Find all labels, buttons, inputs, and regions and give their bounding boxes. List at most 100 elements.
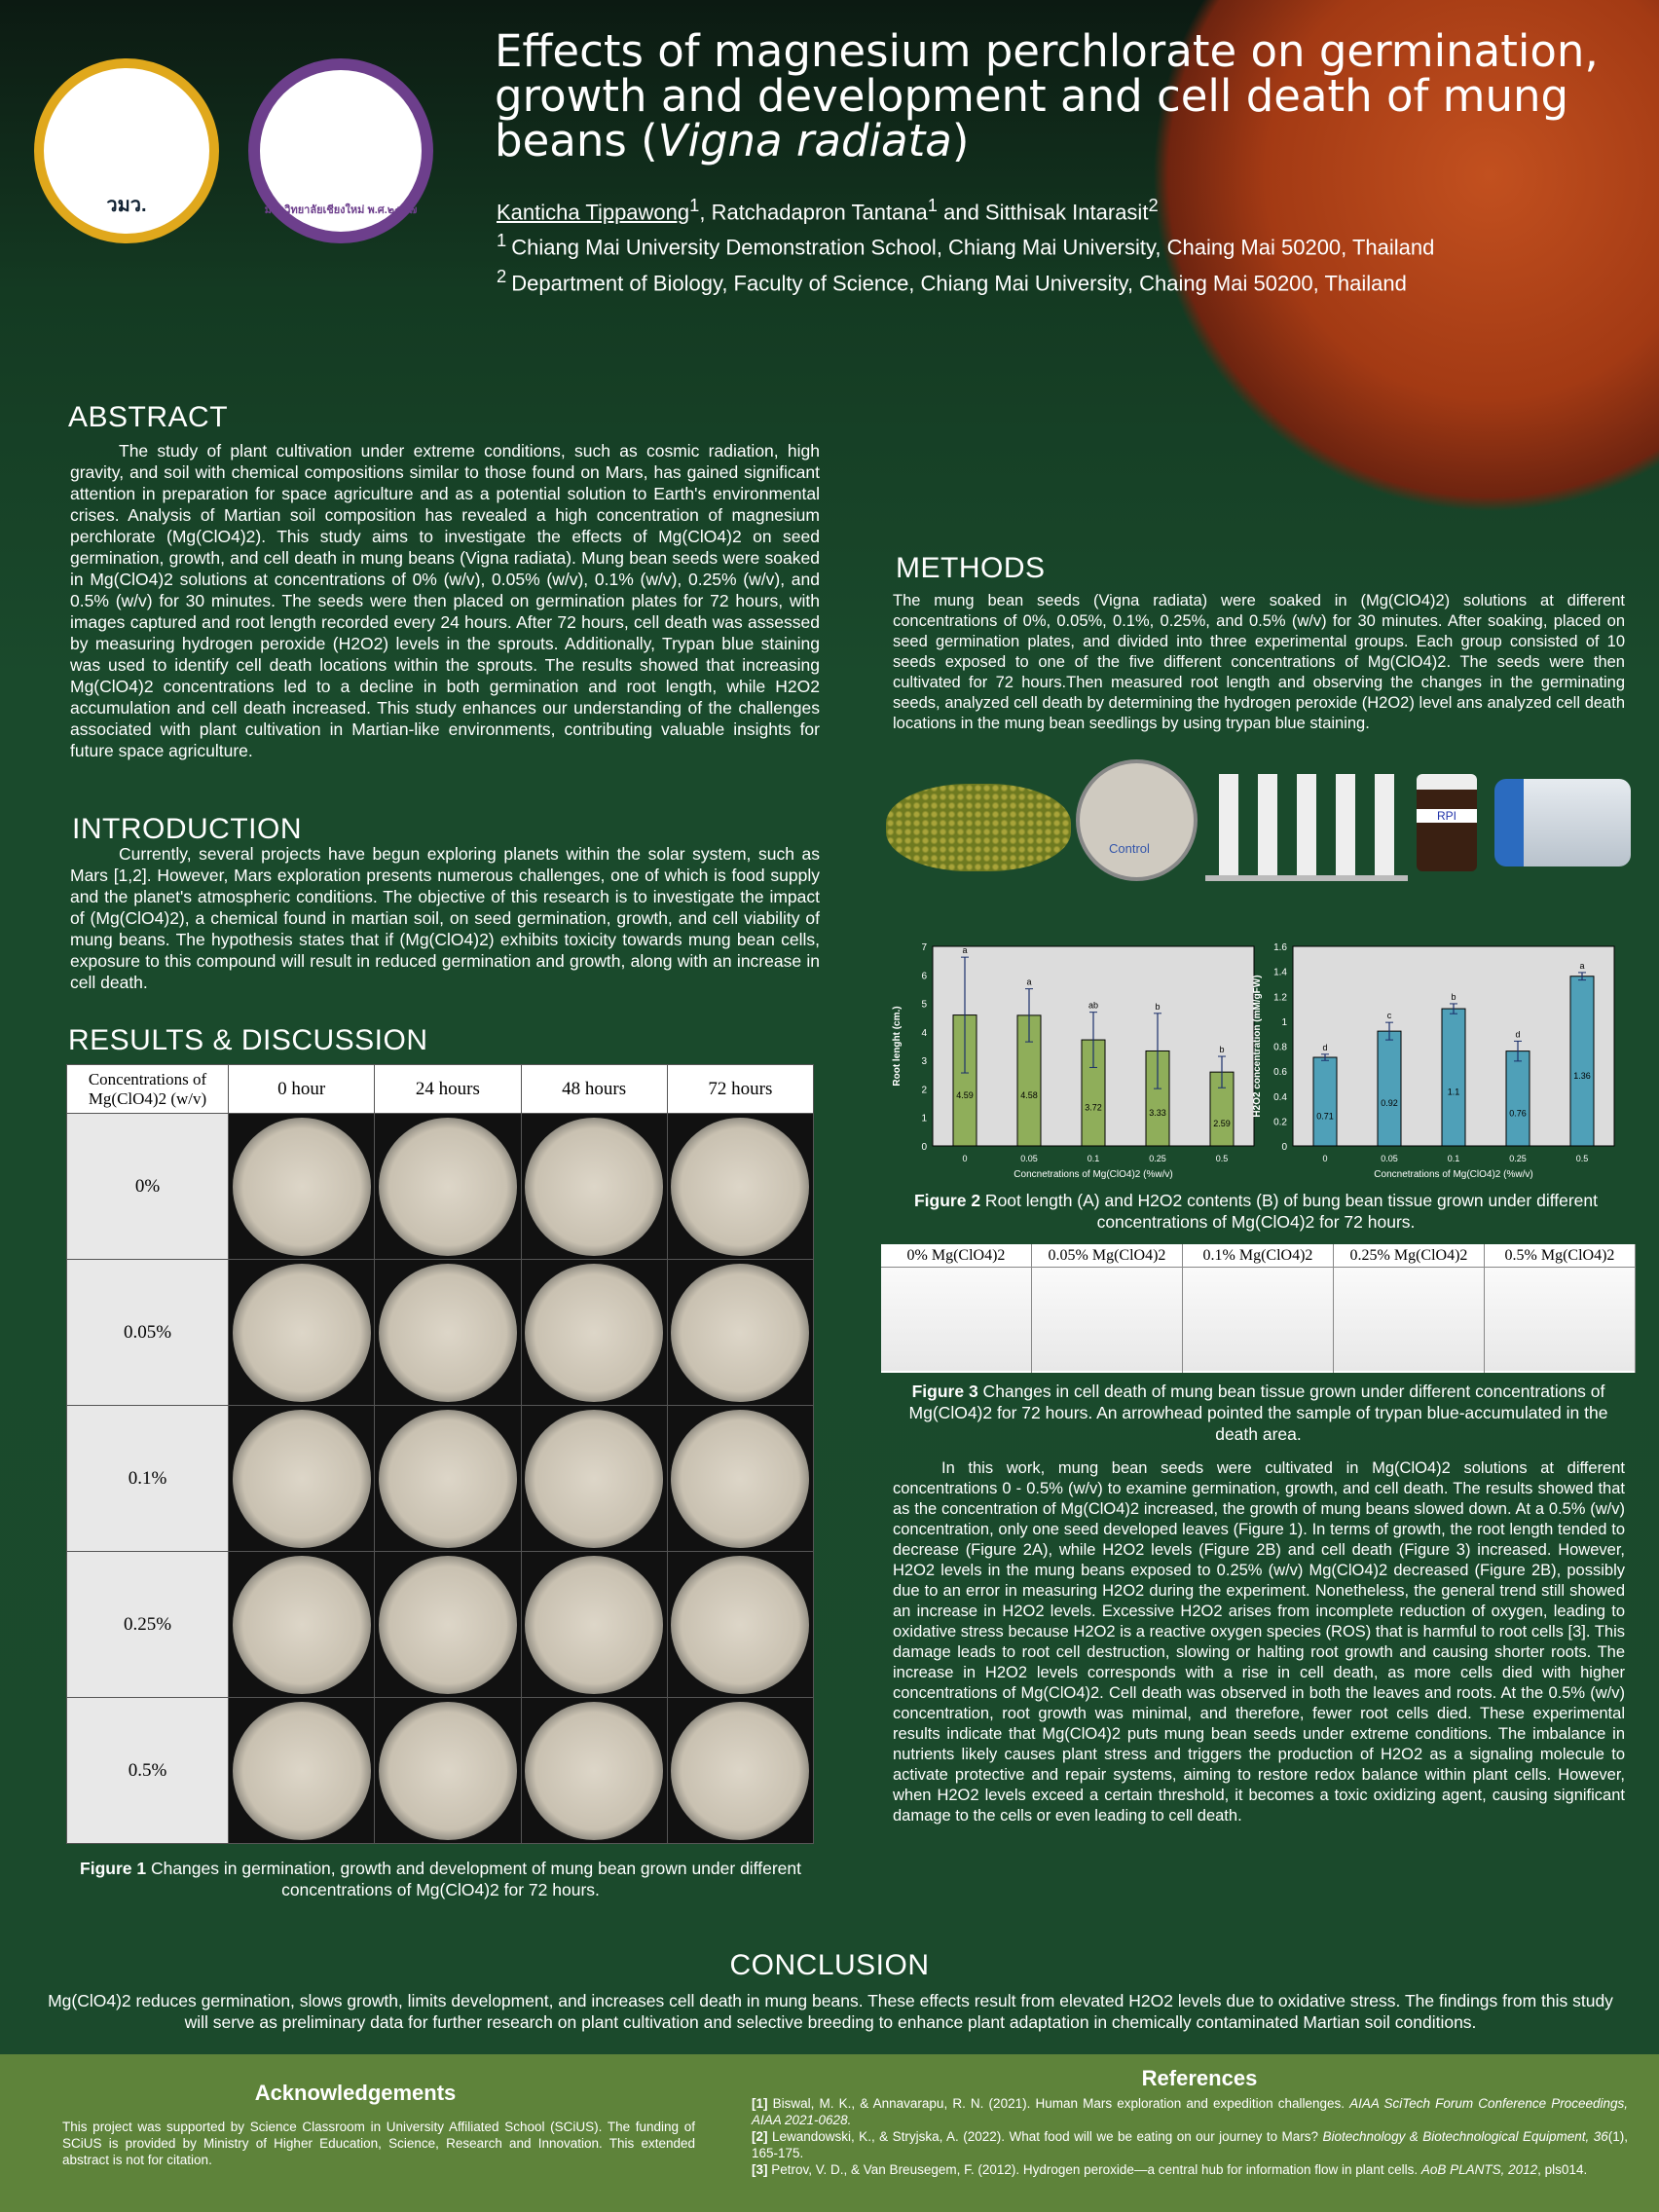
- x-tick-label: 0.5: [1576, 1154, 1589, 1163]
- methods-heading: METHODS: [896, 552, 1046, 584]
- poster-title: Effects of magnesium perchlorate on germ…: [495, 25, 1599, 166]
- y-tick-label: 0.4: [1273, 1092, 1287, 1103]
- conclusion-heading: CONCLUSION: [729, 1949, 930, 1981]
- x-tick-label: 0.5: [1216, 1154, 1229, 1163]
- y-tick-label: 1: [921, 1114, 927, 1124]
- y-tick-label: 6: [921, 971, 927, 981]
- test-tube-rack-image: [1205, 774, 1408, 881]
- abstract-heading: ABSTRACT: [68, 401, 229, 433]
- acknowledgements-heading: Acknowledgements: [254, 2081, 457, 2105]
- petri-dish-photo: [232, 1555, 371, 1694]
- mung-bean-seeds-image: [886, 784, 1071, 871]
- x-tick-label: 0.05: [1381, 1154, 1398, 1163]
- significance-letter: a: [1026, 977, 1031, 987]
- spectrophotometer-image: [1494, 779, 1631, 866]
- petri-dish-photo: [232, 1409, 371, 1548]
- reference-item: [1] Biswal, M. K., & Annavarapu, R. N. (…: [752, 2096, 1629, 2127]
- data-label: 0.92: [1381, 1098, 1398, 1108]
- data-label: 0.76: [1509, 1108, 1527, 1118]
- petri-dish-photo: [378, 1263, 517, 1402]
- petri-dish-photo: [671, 1701, 810, 1840]
- chart-root-length: 0 1 2 3 4 5 6 7 a 4.59 0 a 4.58 0.05 ab 3.72 0.1 b 3.33 0.2…: [892, 942, 1255, 1180]
- data-label: 0.71: [1316, 1112, 1334, 1122]
- petri-dish-photo: [525, 1701, 664, 1840]
- y-tick-label: 7: [921, 942, 927, 953]
- figure3-panel: 0% Mg(ClO4)2 0.05% Mg(ClO4)2 0.1% Mg(ClO4)…: [881, 1244, 1636, 1373]
- x-tick-label: 0.25: [1509, 1154, 1527, 1163]
- col-header: 24 hours: [374, 1064, 522, 1114]
- figure3-column: 0.25% Mg(ClO4)2: [1334, 1244, 1485, 1373]
- stained-seedling-photo: [881, 1268, 1031, 1371]
- table-row: 0.5%: [66, 1697, 815, 1844]
- significance-letter: b: [1219, 1045, 1224, 1054]
- x-tick-label: 0.1: [1088, 1154, 1100, 1163]
- stained-seedling-photo: [1334, 1268, 1484, 1371]
- y-tick-label: 1.6: [1273, 942, 1287, 953]
- significance-letter: a: [1579, 961, 1584, 971]
- x-tick-label: 0.05: [1020, 1154, 1038, 1163]
- col-header: 48 hours: [520, 1064, 668, 1114]
- petri-dish-photo: [671, 1117, 810, 1256]
- y-tick-label: 4: [921, 1028, 927, 1039]
- reference-item: [3] Petrov, V. D., & Van Breusegem, F. (…: [752, 2162, 1588, 2177]
- table-row: 0.05%: [66, 1259, 815, 1406]
- bar: [1312, 1056, 1338, 1147]
- figure3-caption: Figure 3 Changes in cell death of mung b…: [908, 1382, 1608, 1444]
- petri-dish-photo: [378, 1409, 517, 1548]
- petri-dish-photo: [232, 1117, 371, 1256]
- data-label: 3.72: [1085, 1103, 1102, 1113]
- stained-seedling-photo: [1183, 1268, 1333, 1371]
- petri-dish-photo: [232, 1701, 371, 1840]
- results-heading: RESULTS & DISCUSSION: [68, 1024, 428, 1056]
- reference-item: [2] Lewandowski, K., & Stryjska, A. (202…: [752, 2129, 1628, 2160]
- petri-dish-photo: [671, 1409, 810, 1548]
- stained-seedling-photo: [1032, 1268, 1182, 1371]
- logo-scius: วมว.: [34, 58, 219, 243]
- petri-dish-photo: [525, 1263, 664, 1402]
- y-tick-label: 1.4: [1273, 968, 1287, 978]
- logo-cmu: มหาวิทยาลัยเชียงใหม่ พ.ศ.๒๕๐๗: [248, 58, 433, 243]
- introduction-text: Currently, several projects have begun e…: [70, 844, 820, 992]
- x-axis-label: Concnetrations of Mg(ClO4)2 (%w/v): [1374, 1169, 1532, 1180]
- bar: [1377, 1030, 1402, 1147]
- y-axis-label: Root lenght (cm.): [892, 1006, 903, 1086]
- data-label: 1.36: [1573, 1071, 1591, 1081]
- y-tick-label: 0: [1281, 1142, 1287, 1153]
- figure3-column: 0.1% Mg(ClO4)2: [1183, 1244, 1334, 1373]
- petri-dish-photo: [671, 1263, 810, 1402]
- data-label: 2.59: [1213, 1119, 1231, 1128]
- data-label: 4.58: [1020, 1090, 1038, 1100]
- bar: [1505, 1051, 1530, 1147]
- petri-dish-photo: [525, 1555, 664, 1694]
- data-label: 3.33: [1149, 1108, 1166, 1118]
- figure1-caption: Figure 1 Changes in germination, growth …: [80, 1859, 801, 1899]
- significance-letter: a: [962, 945, 967, 955]
- methods-text: The mung bean seeds (Vigna radiata) were…: [893, 592, 1625, 732]
- row-label: 0%: [66, 1113, 229, 1260]
- petri-dish-photo: [378, 1555, 517, 1694]
- y-tick-label: 1: [1281, 1017, 1287, 1028]
- y-tick-label: 0.8: [1273, 1043, 1287, 1053]
- x-tick-label: 0.1: [1448, 1154, 1460, 1163]
- y-tick-label: 5: [921, 1000, 927, 1011]
- y-tick-label: 0.6: [1273, 1067, 1287, 1078]
- chart-h2o2: 0 0.2 0.4 0.6 0.8 1 1.2 1.4 1.6 d 0.71 0 c 0.92 0.05 b 1…: [1252, 942, 1615, 1180]
- bar: [1441, 1008, 1466, 1147]
- authors: Kanticha Tippawong1, Ratchadapron Tantan…: [497, 195, 1435, 295]
- figure2-caption: Figure 2 Root length (A) and H2O2 conten…: [913, 1191, 1599, 1232]
- y-tick-label: 0.2: [1273, 1117, 1287, 1127]
- table-row: 0.1%: [66, 1405, 815, 1552]
- row-label: 0.25%: [66, 1551, 229, 1698]
- petri-dish-photo: [525, 1409, 664, 1548]
- x-tick-label: 0: [1322, 1154, 1327, 1163]
- acknowledgements-text: This project was supported by Science Cl…: [62, 2120, 695, 2167]
- petri-dish-photo: [671, 1555, 810, 1694]
- y-tick-label: 2: [921, 1085, 927, 1095]
- significance-letter: b: [1155, 1002, 1160, 1012]
- introduction-heading: INTRODUCTION: [72, 813, 302, 845]
- significance-letter: d: [1515, 1029, 1520, 1039]
- row-label: 0.5%: [66, 1697, 229, 1844]
- significance-letter: c: [1387, 1011, 1392, 1020]
- petri-dish-photo: [525, 1117, 664, 1256]
- abstract-text: The study of plant cultivation under ext…: [70, 441, 820, 760]
